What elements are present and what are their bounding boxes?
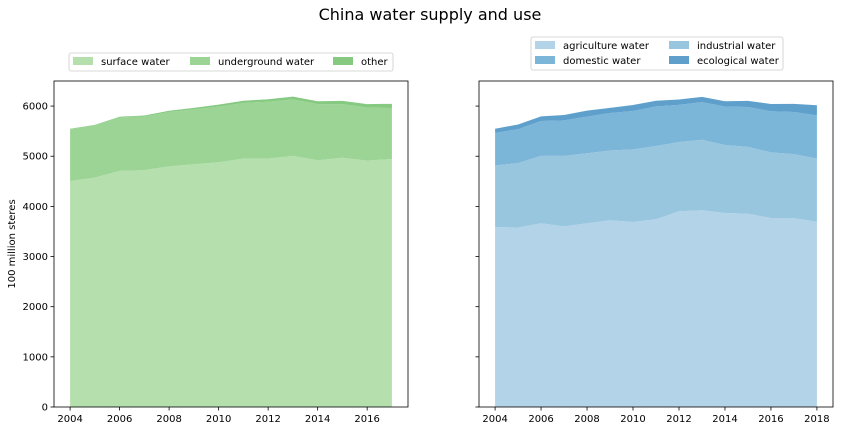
- legend-swatch: [669, 56, 689, 64]
- legend-swatch: [535, 56, 555, 64]
- legend-label: ecological water: [697, 56, 780, 67]
- legend-label: agriculture water: [563, 41, 650, 52]
- area-series-underground-water: [70, 99, 392, 182]
- legend-label: industrial water: [697, 41, 776, 52]
- legend-swatch: [669, 41, 689, 49]
- plot-frame-2: [478, 80, 834, 408]
- y-tick-label: 6000: [23, 102, 48, 113]
- area-series-agriculture-water: [495, 210, 817, 407]
- y-tick-label: 1000: [23, 352, 48, 363]
- x-tick-label: 2006: [107, 414, 132, 425]
- area-series-domestic-water: [495, 102, 817, 166]
- plot-frame-1: [53, 80, 409, 408]
- x-tick-label: 2014: [712, 414, 737, 425]
- y-tick-label: 5000: [23, 152, 48, 163]
- x-tick-label: 2012: [255, 414, 280, 425]
- area-series-other: [70, 96, 392, 130]
- legend-box-1: [68, 52, 394, 72]
- x-tick-label: 2010: [620, 414, 645, 425]
- legend-swatch: [535, 41, 555, 49]
- y-tick-label: 3000: [23, 252, 48, 263]
- legend-swatch: [190, 57, 210, 65]
- legend-label: underground water: [218, 57, 315, 68]
- figure-title: China water supply and use: [319, 5, 542, 24]
- y-axis-label: 100 million steres: [7, 199, 18, 288]
- x-tick-label: 2010: [206, 414, 231, 425]
- x-tick-label: 2006: [528, 414, 553, 425]
- area-series-surface-water: [70, 155, 392, 407]
- legend-box-2: [530, 36, 784, 71]
- legend-label: surface water: [101, 57, 171, 68]
- y-tick-label: 0: [42, 403, 48, 414]
- area-series-industrial-water: [495, 139, 817, 228]
- x-tick-label: 2004: [482, 414, 507, 425]
- x-tick-label: 2016: [758, 414, 783, 425]
- x-tick-label: 2014: [305, 414, 330, 425]
- x-tick-label: 2004: [57, 414, 82, 425]
- legend-label: domestic water: [563, 56, 641, 67]
- y-tick-label: 2000: [23, 302, 48, 313]
- legend-swatch: [333, 57, 353, 65]
- x-tick-label: 2012: [666, 414, 691, 425]
- x-tick-label: 2018: [804, 414, 829, 425]
- x-tick-label: 2008: [574, 414, 599, 425]
- legend-label: other: [361, 57, 389, 68]
- x-tick-label: 2008: [156, 414, 181, 425]
- x-tick-label: 2016: [354, 414, 379, 425]
- area-series-ecological-water: [495, 96, 817, 133]
- legend-swatch: [73, 57, 93, 65]
- y-tick-label: 4000: [23, 202, 48, 213]
